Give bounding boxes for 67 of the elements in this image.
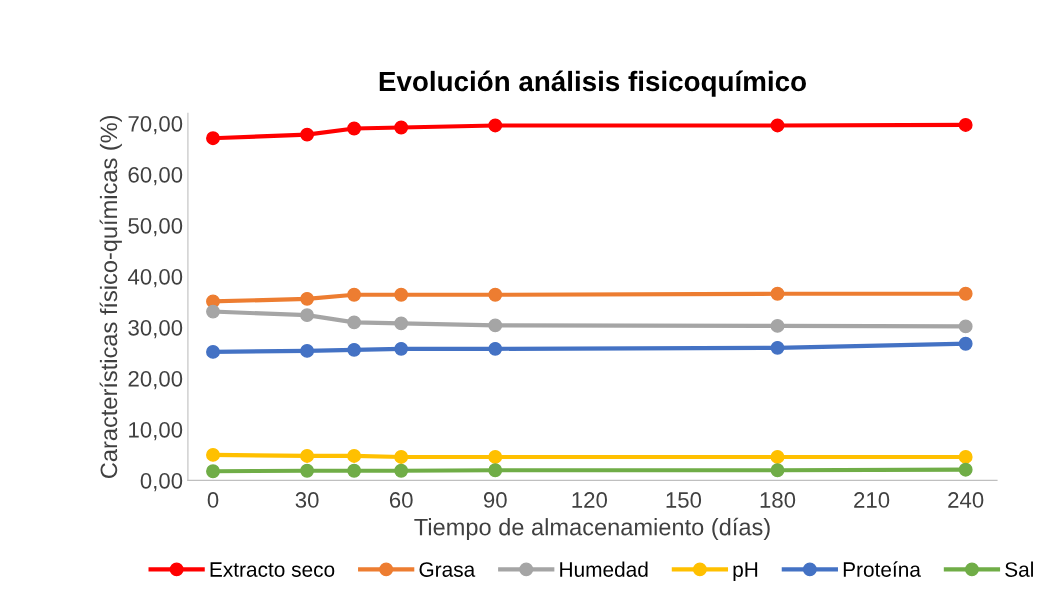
point — [770, 340, 785, 355]
x-tick-label: 0 — [207, 492, 219, 508]
point — [347, 287, 362, 302]
point — [347, 463, 362, 478]
legend-label: Humedad — [560, 561, 648, 577]
point — [347, 342, 362, 357]
point — [206, 131, 220, 146]
x-axis-title: Tiempo de almacenamiento (días) — [414, 517, 770, 541]
y-tick-label: 70,00 — [128, 115, 183, 135]
point — [347, 315, 362, 330]
point — [958, 462, 973, 477]
legend-label: Grasa — [419, 562, 476, 577]
point — [958, 336, 973, 351]
point — [300, 291, 315, 306]
point — [958, 118, 973, 132]
point — [347, 448, 362, 463]
point — [394, 287, 409, 302]
point — [394, 341, 409, 356]
y-tick-label: 20,00 — [128, 370, 183, 390]
point — [394, 450, 409, 464]
point — [300, 448, 315, 463]
point — [770, 318, 785, 333]
point — [770, 463, 785, 478]
point — [206, 464, 220, 479]
point — [958, 450, 973, 464]
point — [958, 286, 973, 301]
point — [347, 121, 362, 136]
x-tick-label: 30 — [295, 492, 319, 508]
point — [488, 118, 503, 133]
point — [300, 343, 315, 358]
point — [394, 316, 409, 331]
point — [958, 319, 973, 334]
point — [488, 450, 503, 464]
point — [206, 447, 220, 462]
point — [394, 463, 409, 478]
point — [770, 286, 785, 301]
point — [206, 304, 220, 319]
legend-label: Extracto seco — [210, 562, 335, 577]
x-tick-label: 240 — [948, 492, 984, 508]
y-tick-label: 0,00 — [140, 472, 183, 492]
point — [394, 120, 409, 135]
x-tick-label: 150 — [666, 492, 702, 508]
point — [300, 127, 315, 142]
x-tick-label: 90 — [483, 492, 507, 508]
y-tick-label: 60,00 — [128, 166, 183, 186]
y-tick-label: 30,00 — [128, 319, 183, 339]
chart-title: Evolución análisis fisicoquímico — [379, 70, 806, 97]
x-tick-label: 60 — [389, 492, 413, 508]
point — [206, 344, 220, 359]
point — [770, 118, 785, 133]
legend-label: Sal — [1005, 561, 1033, 577]
x-tick-label: 210 — [854, 492, 890, 508]
x-tick-label: 180 — [760, 492, 796, 508]
y-tick-label: 50,00 — [128, 217, 183, 237]
y-tick-label: 10,00 — [129, 421, 183, 441]
point — [300, 308, 315, 323]
point — [488, 341, 503, 356]
y-axis-title: Características físico-químicas (%) — [99, 115, 122, 478]
x-tick-label: 120 — [572, 492, 607, 508]
y-tick-label: 40,00 — [127, 268, 183, 288]
point — [488, 463, 503, 478]
legend-label: pH — [733, 562, 758, 582]
point — [488, 318, 503, 333]
point — [770, 450, 785, 464]
point — [300, 463, 315, 478]
point — [488, 287, 503, 302]
legend-label: Proteína — [843, 561, 921, 577]
